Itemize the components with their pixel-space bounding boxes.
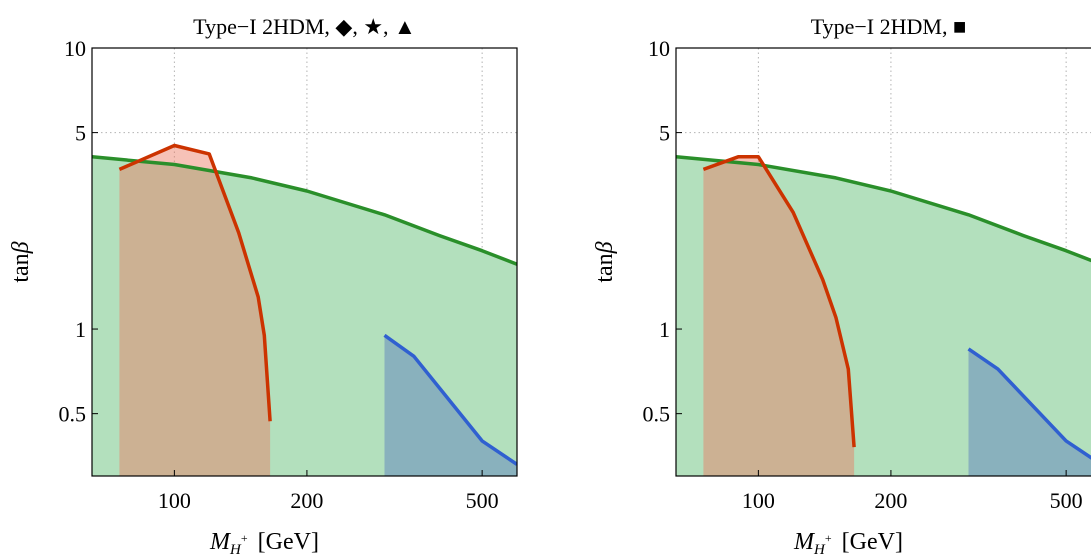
series-3-region bbox=[384, 335, 517, 476]
y-axis-label: tanβ bbox=[8, 241, 34, 282]
x-axis-label: MH+ [GeV] bbox=[209, 529, 319, 556]
series-1-line bbox=[92, 155, 517, 266]
plot-frame bbox=[91, 47, 518, 477]
x-tick-label: 100 bbox=[742, 488, 775, 513]
chart-panel-1: 100 200 500 0.5 1 5 10 Type−I 2HDM, ◆, ★, ▲ MH+[… bbox=[8, 14, 518, 556]
y-tick-label: 1 bbox=[75, 317, 86, 342]
y-tick-label: 5 bbox=[659, 121, 670, 146]
series-2-region bbox=[703, 156, 855, 476]
plot-area bbox=[676, 48, 1091, 476]
y-axis-label: tanβ bbox=[592, 241, 618, 282]
chart-panel-2: 100 200 500 0.5 1 5 10 Type−I 2HDM, ■ MH+ [GeV] ta… bbox=[592, 14, 1091, 556]
x-tick-label: 500 bbox=[466, 488, 499, 513]
chart-title: Type−I 2HDM, ◆, ★, ▲ bbox=[193, 14, 416, 39]
y-tick-label: 10 bbox=[648, 36, 670, 61]
x-tick-label: 100 bbox=[158, 488, 191, 513]
x-tick-label: 200 bbox=[290, 488, 323, 513]
x-axis-label: MH+ [GeV] bbox=[793, 529, 903, 556]
series-2-line bbox=[118, 143, 272, 422]
plot-area bbox=[92, 48, 517, 476]
plot-frame bbox=[675, 47, 1091, 477]
series-1-line bbox=[676, 155, 1091, 263]
x-tick-label: 500 bbox=[1050, 488, 1083, 513]
x-tick-label: 200 bbox=[874, 488, 907, 513]
series-2-region bbox=[119, 145, 271, 476]
y-tick-label: 10 bbox=[64, 36, 86, 61]
chart-title: Type−I 2HDM, ■ bbox=[811, 14, 967, 39]
y-tick-label: 5 bbox=[75, 121, 86, 146]
y-tick-label: 1 bbox=[659, 317, 670, 342]
y-tick-label: 0.5 bbox=[59, 402, 87, 427]
series-3-line bbox=[967, 347, 1091, 460]
series-2-line bbox=[702, 155, 856, 448]
series-3-line bbox=[383, 333, 517, 466]
y-tick-label: 0.5 bbox=[643, 402, 671, 427]
series-3-region bbox=[968, 348, 1091, 476]
